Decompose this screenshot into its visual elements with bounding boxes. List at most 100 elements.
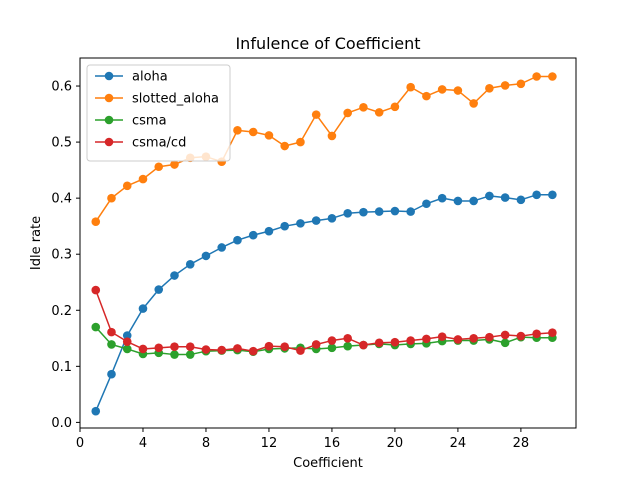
data-point-csma-cd bbox=[185, 342, 195, 352]
data-point-csma-cd bbox=[154, 343, 164, 353]
data-point-aloha bbox=[374, 207, 384, 216]
x-tick-label: 24 bbox=[450, 436, 467, 451]
data-point-aloha bbox=[264, 226, 274, 236]
data-point-csma-cd bbox=[406, 336, 415, 345]
data-point-csma-cd bbox=[374, 338, 384, 348]
data-point-aloha bbox=[107, 369, 116, 379]
data-point-aloha bbox=[201, 251, 211, 261]
data-point-csma-cd bbox=[390, 337, 400, 347]
data-point-csma-cd bbox=[359, 340, 368, 350]
data-point-aloha bbox=[154, 285, 164, 294]
data-point-aloha bbox=[343, 208, 352, 218]
x-tick-label: 20 bbox=[387, 436, 404, 451]
data-point-aloha bbox=[138, 304, 148, 313]
data-point-slotted-aloha bbox=[343, 108, 352, 118]
data-point-csma bbox=[91, 322, 101, 332]
data-point-csma-cd bbox=[233, 344, 242, 353]
y-tick-label: 0.4 bbox=[51, 192, 72, 207]
x-axis-label: Coefficient bbox=[293, 456, 363, 471]
data-point-csma-cd bbox=[170, 342, 179, 352]
chart-title: Infulence of Coefficient bbox=[235, 34, 420, 53]
x-tick-label: 12 bbox=[261, 436, 278, 451]
series-slotted-aloha bbox=[91, 72, 557, 226]
x-axis: 0 4 8 12 16 20 24 28 bbox=[76, 428, 529, 451]
data-point-slotted-aloha bbox=[264, 131, 274, 140]
data-point-aloha bbox=[311, 216, 321, 225]
y-tick-label: 0.1 bbox=[51, 360, 72, 375]
data-point-aloha bbox=[248, 230, 258, 240]
y-tick-label: 0.3 bbox=[51, 248, 72, 263]
data-point-csma-cd bbox=[327, 336, 337, 345]
data-point-csma-cd bbox=[343, 334, 352, 343]
legend-frame bbox=[86, 64, 231, 162]
data-point-aloha bbox=[233, 235, 242, 245]
data-point-slotted-aloha bbox=[91, 217, 101, 226]
data-point-aloha bbox=[469, 196, 478, 206]
data-point-slotted-aloha bbox=[406, 82, 415, 92]
data-point-csma bbox=[107, 340, 116, 349]
data-point-csma-cd bbox=[453, 335, 463, 344]
x-tick-label: 4 bbox=[139, 436, 147, 451]
series-csma-cd bbox=[91, 285, 557, 356]
series-csma bbox=[91, 322, 557, 359]
y-tick-label: 0.0 bbox=[51, 416, 72, 431]
data-point-slotted-aloha bbox=[107, 193, 116, 203]
data-point-slotted-aloha bbox=[280, 141, 289, 151]
data-point-aloha bbox=[437, 193, 447, 203]
data-point-csma bbox=[327, 343, 337, 353]
legend-label-slotted-aloha: slotted_aloha bbox=[132, 92, 219, 107]
data-point-csma bbox=[185, 350, 195, 359]
x-tick-label: 8 bbox=[202, 436, 210, 451]
data-point-slotted-aloha bbox=[154, 162, 164, 172]
data-point-slotted-aloha bbox=[500, 81, 510, 90]
data-point-aloha bbox=[453, 196, 463, 206]
data-point-slotted-aloha bbox=[311, 110, 321, 119]
data-point-csma bbox=[170, 350, 179, 359]
data-point-slotted-aloha bbox=[374, 108, 384, 117]
data-point-csma-cd bbox=[469, 334, 478, 343]
data-point-csma-cd bbox=[516, 331, 526, 341]
data-point-slotted-aloha bbox=[170, 160, 179, 169]
y-axis-label: Idle rate bbox=[29, 216, 44, 270]
data-point-slotted-aloha bbox=[138, 174, 148, 184]
data-point-slotted-aloha bbox=[469, 99, 478, 108]
data-point-csma-cd bbox=[296, 346, 305, 355]
data-point-csma-cd bbox=[264, 341, 274, 351]
data-point-csma-cd bbox=[122, 337, 132, 346]
data-point-csma-cd bbox=[280, 342, 289, 352]
data-point-aloha bbox=[296, 219, 305, 228]
data-point-aloha bbox=[170, 271, 179, 280]
legend-label-csma: csma bbox=[132, 114, 167, 129]
data-point-aloha bbox=[280, 221, 289, 231]
legend-marker-csma bbox=[104, 115, 114, 125]
x-tick-label: 28 bbox=[513, 436, 530, 451]
data-point-slotted-aloha bbox=[453, 86, 463, 95]
data-point-aloha bbox=[422, 199, 431, 209]
y-tick-label: 0.5 bbox=[51, 136, 72, 151]
data-point-csma-cd bbox=[138, 344, 148, 354]
data-point-slotted-aloha bbox=[390, 102, 400, 112]
y-tick-label: 0.2 bbox=[51, 304, 72, 319]
data-point-aloha bbox=[548, 190, 557, 200]
data-point-slotted-aloha bbox=[248, 127, 258, 137]
data-point-aloha bbox=[406, 207, 415, 216]
data-point-aloha bbox=[485, 191, 494, 201]
series-line-csma-cd bbox=[95, 289, 553, 352]
data-point-csma-cd bbox=[201, 345, 211, 354]
data-point-csma-cd bbox=[532, 329, 541, 339]
x-tick-label: 16 bbox=[324, 436, 341, 451]
legend-marker-aloha bbox=[104, 71, 114, 81]
series-line-aloha bbox=[95, 194, 553, 412]
data-point-aloha bbox=[500, 193, 510, 202]
legend-label-csma-cd: csma/cd bbox=[132, 136, 186, 151]
data-point-slotted-aloha bbox=[296, 137, 305, 147]
data-point-csma bbox=[343, 341, 352, 351]
data-point-csma-cd bbox=[500, 330, 510, 340]
x-tick-label: 0 bbox=[76, 436, 84, 451]
data-point-csma-cd bbox=[91, 285, 101, 295]
data-point-slotted-aloha bbox=[485, 83, 494, 93]
data-point-slotted-aloha bbox=[359, 103, 368, 112]
data-point-slotted-aloha bbox=[422, 91, 431, 101]
data-point-csma bbox=[122, 344, 132, 354]
